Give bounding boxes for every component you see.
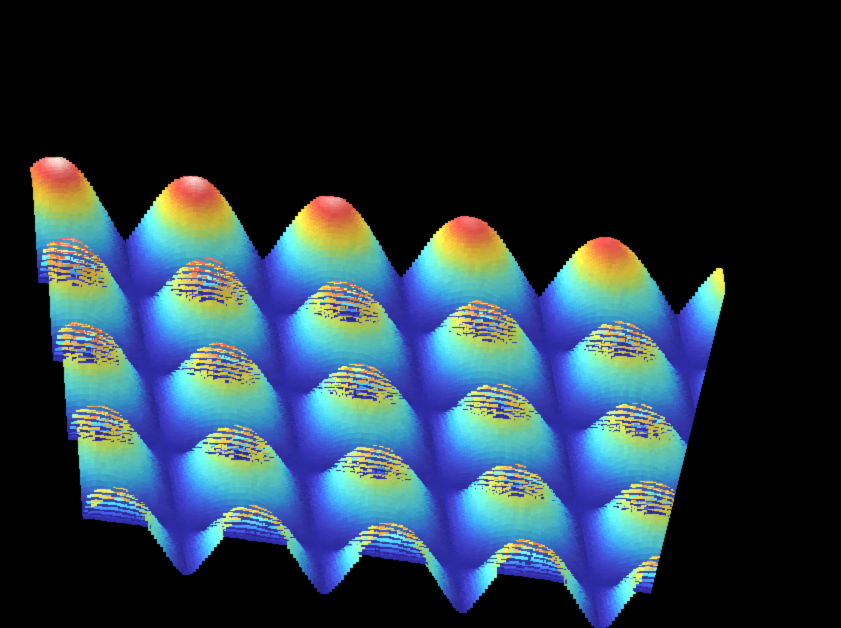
surface-plot-stage bbox=[0, 0, 841, 628]
afm-3d-surface-render bbox=[0, 0, 841, 628]
